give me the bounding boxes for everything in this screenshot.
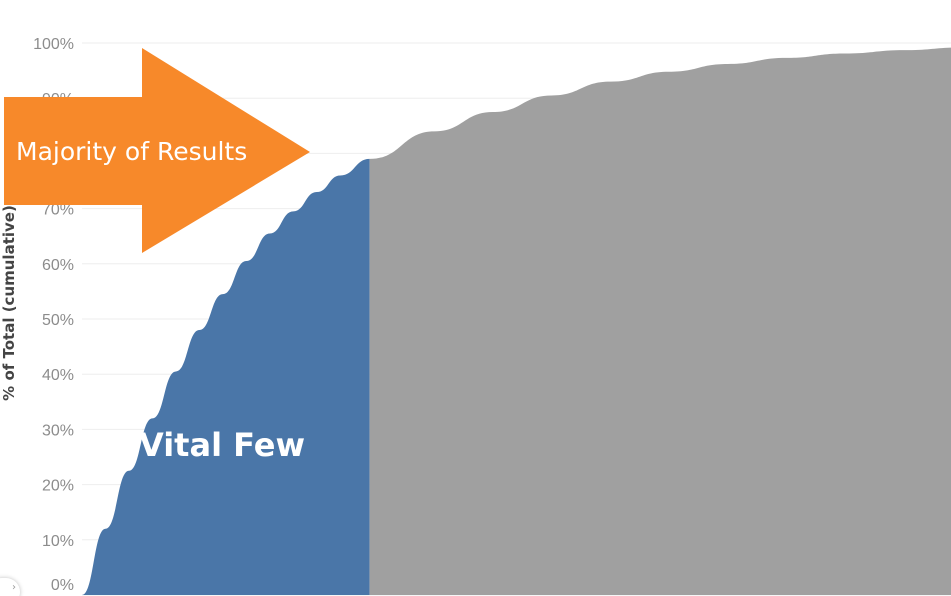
y-tick-label: 50% bbox=[42, 312, 74, 329]
y-tick-label: 20% bbox=[42, 478, 74, 495]
corner-expand-tab[interactable]: › bbox=[0, 578, 20, 596]
y-tick-label: 60% bbox=[42, 257, 74, 274]
majority-arrow-shape bbox=[4, 48, 310, 253]
remaining-area bbox=[369, 47, 951, 595]
y-tick-label: 40% bbox=[42, 367, 74, 384]
area-layer bbox=[82, 47, 951, 596]
y-tick-label: 10% bbox=[42, 533, 74, 550]
y-tick-label: 100% bbox=[33, 36, 74, 53]
y-tick-label: 0% bbox=[51, 577, 74, 594]
y-tick-label: 70% bbox=[42, 202, 74, 219]
annotations: Majority of Results Vital Few bbox=[4, 48, 310, 464]
vital-few-area bbox=[82, 158, 370, 596]
y-axis-title: % of Total (cumulative) bbox=[0, 205, 18, 401]
vital-few-label: Vital Few bbox=[139, 426, 305, 464]
majority-of-results-label: Majority of Results bbox=[16, 137, 247, 166]
y-tick-label: 30% bbox=[42, 422, 74, 439]
